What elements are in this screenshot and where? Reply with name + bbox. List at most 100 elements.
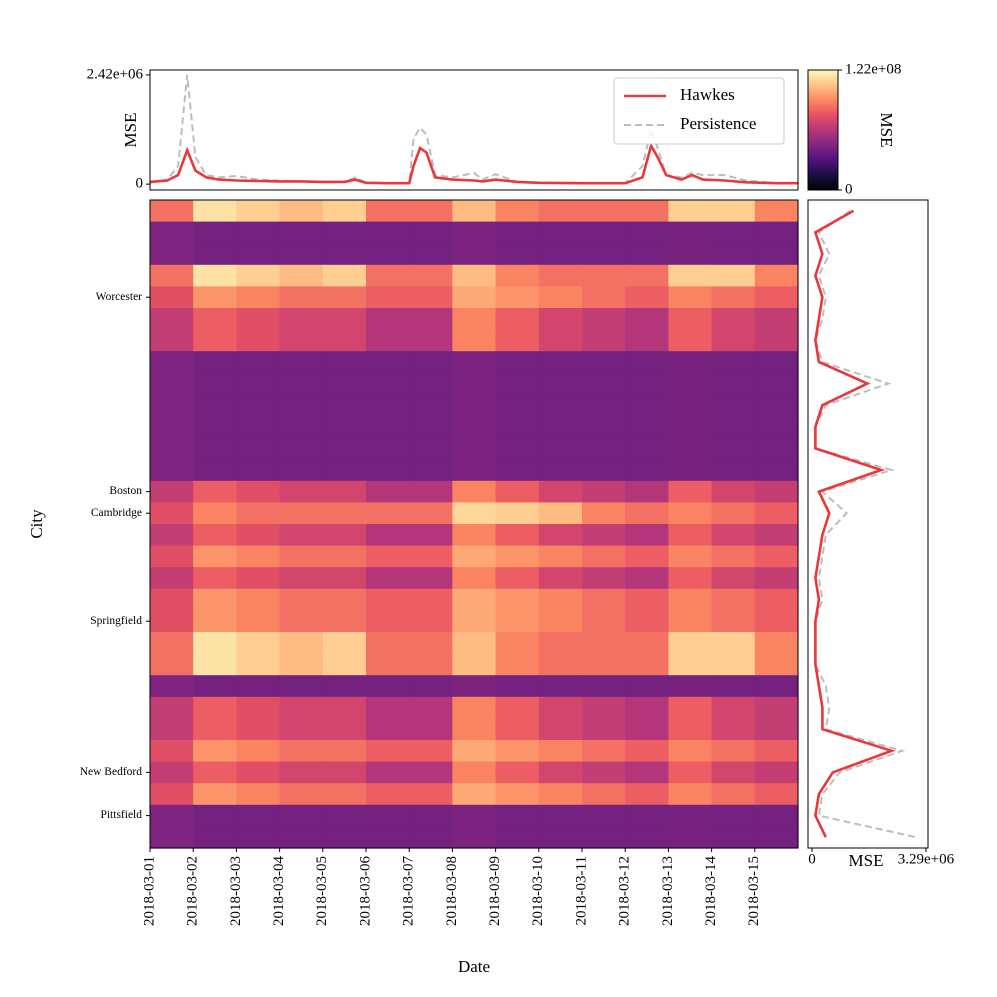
heatmap-cell [582,200,626,223]
heatmap-cell [236,567,281,590]
heatmap-cell [322,394,367,417]
heatmap-cell [193,761,237,784]
heatmap-cell [668,740,713,763]
heatmap-cell [150,696,194,719]
heatmap-cell [322,826,367,849]
heatmap-cell [754,480,799,503]
heatmap-cell [452,718,497,741]
x-tick-label: 2018-03-12 [617,856,633,926]
heatmap-cell [452,351,497,374]
heatmap-cell [538,610,583,633]
heatmap-cell [625,416,669,439]
heatmap-cell [236,740,281,763]
heatmap-cell [279,243,324,266]
heatmap-cell [625,351,669,374]
heatmap-cell [625,653,669,676]
heatmap-cell [279,200,324,223]
colorbar-tick-label: 1.22e+08 [845,61,901,77]
heatmap-cell [754,200,799,223]
heatmap-cell [322,502,367,525]
heatmap-cell [279,804,324,827]
legend-label: Hawkes [680,85,735,104]
heatmap-cell [322,264,367,287]
heatmap-cell [322,675,367,698]
heatmap-cell [711,502,756,525]
heatmap-cell [538,588,583,611]
heatmap-cell [366,243,410,266]
heatmap-cell [409,264,453,287]
heatmap-cell [279,653,324,676]
heatmap-cell [495,200,540,223]
heatmap-cell [754,416,799,439]
heatmap-cell [538,783,583,806]
y-tick-label: Cambridge [91,507,142,519]
heatmap-cell [495,804,540,827]
heatmap-cell [279,329,324,352]
heatmap-cell [668,567,713,590]
heatmap-cell [538,632,583,655]
heatmap-cell [322,459,367,482]
heatmap-cell [452,221,497,244]
heatmap-cell [538,416,583,439]
heatmap-cell [236,610,281,633]
heatmap-cell [754,740,799,763]
heatmap-cell [452,286,497,309]
heatmap-cell [538,675,583,698]
heatmap-cell [193,783,237,806]
heatmap-cell [150,524,194,547]
heatmap-cell [754,632,799,655]
heatmap-cell [754,653,799,676]
heatmap-cell [625,826,669,849]
heatmap-cell [538,826,583,849]
heatmap-cell [582,394,626,417]
heatmap-cell [754,264,799,287]
heatmap-cell [366,761,410,784]
legend-box [613,77,785,145]
heatmap-cell [193,502,237,525]
heatmap-cell [495,286,540,309]
heatmap-cell [322,372,367,395]
heatmap-cell [322,696,367,719]
heatmap-cell [538,740,583,763]
heatmap-cell [322,221,367,244]
y-tick-label: Worcester [96,291,142,303]
heatmap-cell [193,718,237,741]
heatmap-cell [582,524,626,547]
x-tick-label: 2018-03-15 [746,856,762,926]
top-frame [149,69,799,191]
heatmap-cell [538,329,583,352]
heatmap-cell [495,653,540,676]
heatmap-cell [711,675,756,698]
heatmap-cell [754,329,799,352]
heatmap-cell [366,351,410,374]
heatmap-cell [366,783,410,806]
heatmap-cell [366,264,410,287]
heatmap-cell [625,740,669,763]
heatmap-cell [495,480,540,503]
heatmap-cell [754,394,799,417]
heatmap-cell [366,394,410,417]
heatmap-cell [582,567,626,590]
heatmap-cell [322,524,367,547]
heatmap-cell [322,437,367,460]
heatmap-cell [409,286,453,309]
heatmap-cell [582,826,626,849]
heatmap-cell [322,286,367,309]
heatmap-cell [150,826,194,849]
heatmap-cell [625,567,669,590]
heatmap-cell [538,480,583,503]
heatmap-cell [711,394,756,417]
heatmap-cell [279,308,324,331]
heatmap-cell [322,740,367,763]
heatmap-cell [409,329,453,352]
heatmap-cell [150,783,194,806]
heatmap-cell [452,545,497,568]
heatmap-cell [366,675,410,698]
heatmap-cell [322,308,367,331]
heatmap-cell [366,286,410,309]
heatmap-cell [279,416,324,439]
heatmap-cell [279,610,324,633]
heatmap-cell [279,545,324,568]
heatmap-cell [711,329,756,352]
